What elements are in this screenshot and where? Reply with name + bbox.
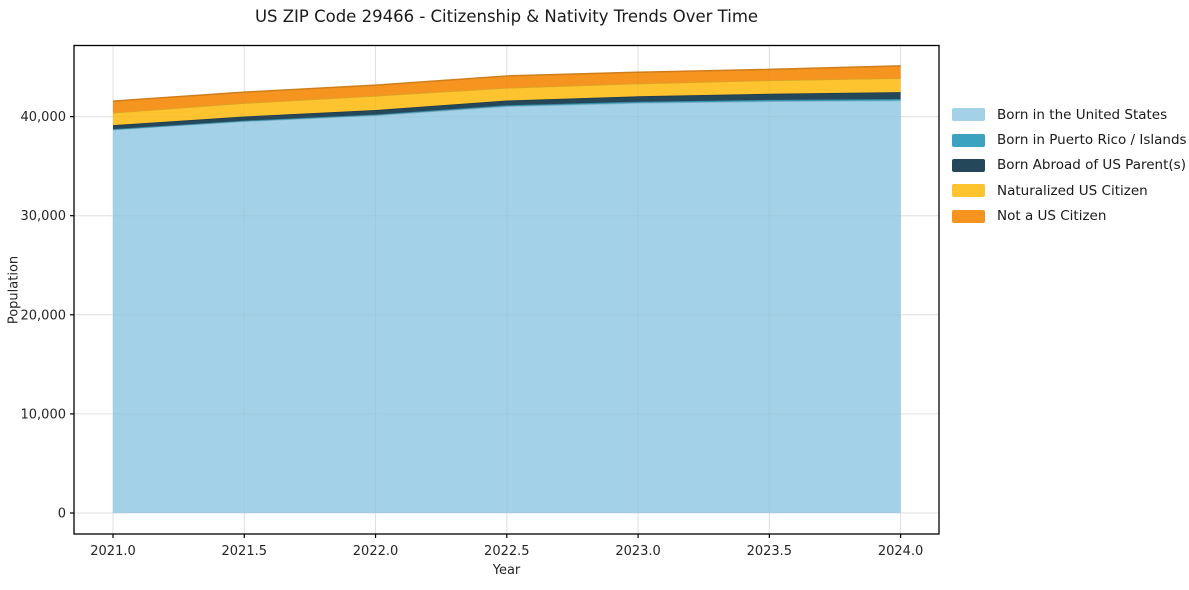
x-tick-label: 2022.5 <box>484 544 530 559</box>
legend-swatch-icon <box>952 158 985 172</box>
area-not-a-us-citizen <box>113 65 901 113</box>
legend-label: Born Abroad of US Parent(s) <box>997 157 1186 174</box>
legend-swatch-icon <box>952 209 985 223</box>
area-naturalized-us-citizen <box>113 78 901 126</box>
legend-label: Born in the United States <box>997 106 1168 123</box>
x-tick-label: 2023.0 <box>615 544 661 559</box>
x-axis-label: Year <box>492 563 521 578</box>
legend-swatch-icon <box>952 108 985 122</box>
y-tick-label: 40,000 <box>21 110 67 125</box>
legend-label: Naturalized US Citizen <box>997 182 1148 199</box>
x-tick-label: 2024.0 <box>878 544 924 559</box>
legend-label: Born in Puerto Rico / Islands <box>997 132 1187 149</box>
legend-swatch-icon <box>952 133 985 147</box>
x-tick-label: 2022.0 <box>353 544 399 559</box>
x-tick-label: 2023.5 <box>747 544 793 559</box>
x-tick-label: 2021.5 <box>222 544 268 559</box>
y-tick-label: 0 <box>58 507 66 522</box>
legend-item-born-in-puerto-rico-islands: Born in Puerto Rico / Islands <box>952 127 1187 152</box>
legend: Born in the United States Born in Puerto … <box>952 102 1187 229</box>
y-tick-label: 10,000 <box>21 407 67 422</box>
area-born-in-the-united-states <box>113 100 901 513</box>
legend-item-naturalized-us-citizen: Naturalized US Citizen <box>952 178 1187 203</box>
chart-title: US ZIP Code 29466 - Citizenship & Nativi… <box>254 7 759 26</box>
legend-item-born-in-the-united-states: Born in the United States <box>952 102 1187 127</box>
x-tick-label: 2021.0 <box>90 544 136 559</box>
y-tick-label: 20,000 <box>21 308 67 323</box>
area-edge-not-a-us-citizen <box>112 65 901 102</box>
area-born-abroad-of-us-parent-s <box>113 92 901 130</box>
legend-item-born-abroad-of-us-parent-s: Born Abroad of US Parent(s) <box>952 153 1187 178</box>
legend-item-not-a-us-citizen: Not a US Citizen <box>952 204 1187 229</box>
legend-swatch-icon <box>952 184 985 198</box>
legend-label: Not a US Citizen <box>997 208 1107 225</box>
y-tick-label: 30,000 <box>21 209 67 224</box>
